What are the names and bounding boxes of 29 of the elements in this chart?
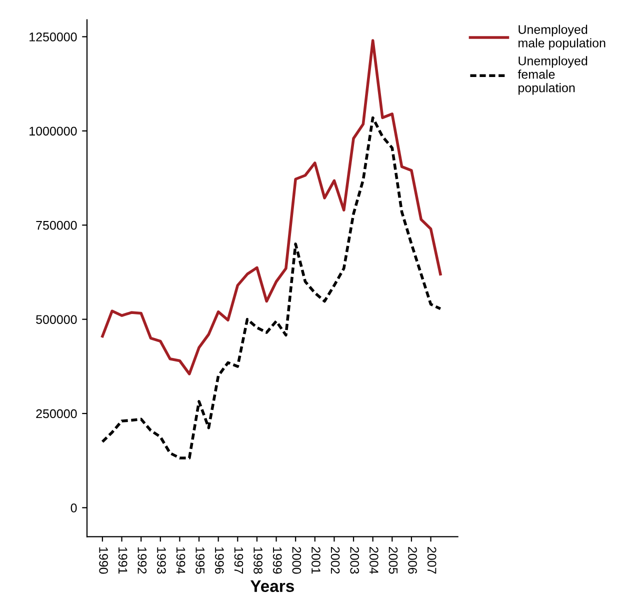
line-series — [101, 39, 442, 376]
x-tick-label: 1999 — [272, 547, 282, 574]
x-tick-label: 1990 — [99, 547, 108, 574]
legend-label: Unemployed female population — [518, 56, 588, 95]
x-tick-label: 2005 — [388, 547, 398, 574]
y-tick-label: 0 — [70, 503, 77, 512]
x-tick-label: 2000 — [292, 547, 302, 574]
y-tick-label: 750000 — [36, 220, 77, 230]
x-tick-label: 2001 — [312, 547, 320, 574]
x-tick-label: 1994 — [176, 547, 186, 574]
x-tick-label: 1997 — [234, 547, 244, 574]
y-tick-label: 1250000 — [30, 32, 77, 42]
x-tick-label: 2006 — [408, 547, 417, 574]
x-tick-label: 1992 — [138, 547, 147, 574]
x-tick-label: 2003 — [350, 547, 360, 574]
x-axis-title: Years — [250, 580, 294, 592]
x-tick-label: 2002 — [330, 547, 340, 574]
x-tick-label: 1993 — [157, 547, 166, 574]
y-tick-label: 1000000 — [30, 126, 77, 136]
x-tick-label: 1991 — [118, 547, 128, 574]
x-tick-label: 2004 — [369, 547, 378, 574]
x-tick-label: 2007 — [427, 547, 436, 574]
line-series — [101, 116, 442, 460]
legend-label: Unemployed male population — [518, 24, 606, 50]
x-tick-label: 1998 — [254, 547, 262, 574]
y-tick-label: 250000 — [36, 409, 77, 418]
x-tick-label: 1996 — [214, 547, 224, 574]
y-tick-label: 500000 — [36, 315, 77, 324]
x-tick-label: 1995 — [196, 547, 205, 574]
